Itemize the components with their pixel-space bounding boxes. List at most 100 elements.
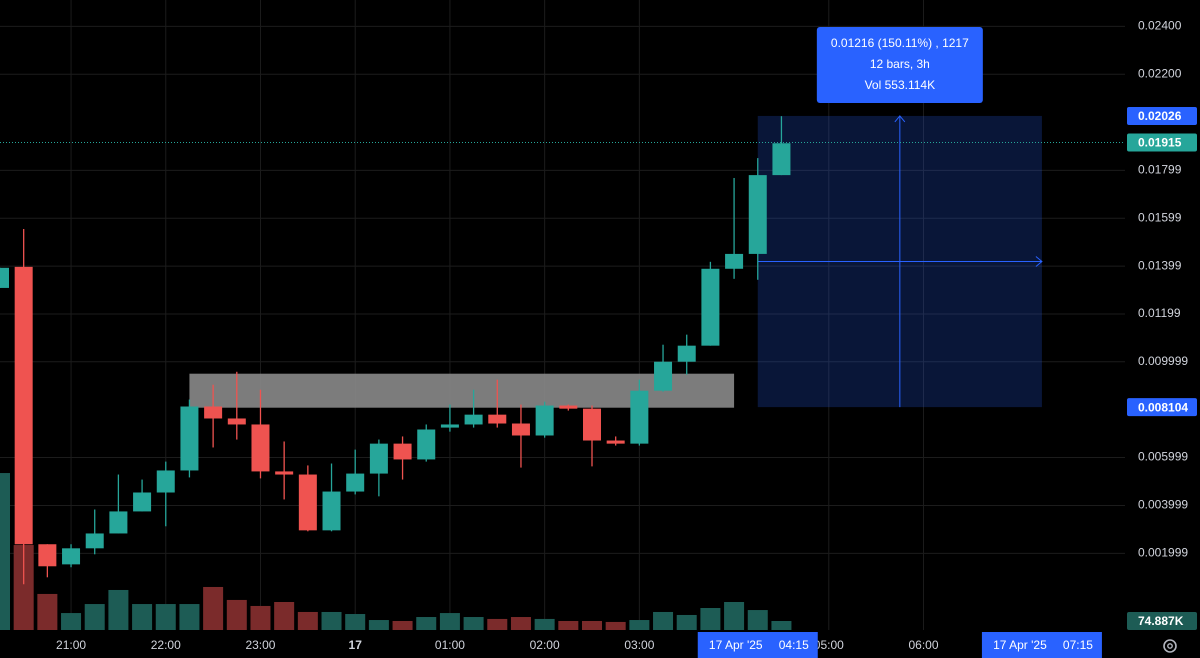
volume-bar — [724, 601, 745, 630]
candle-body — [654, 361, 673, 391]
candle-body — [393, 443, 412, 460]
candle-body — [0, 267, 9, 288]
y-tick-label: 0.001999 — [1138, 546, 1188, 560]
price-badge — [1127, 106, 1197, 125]
y-tick-label: 0.01199 — [1138, 306, 1181, 320]
x-tick-label: 05:00 — [814, 638, 844, 652]
volume-bar — [629, 620, 650, 630]
candle-body — [133, 492, 152, 512]
volume-bar — [700, 608, 721, 630]
candle-body — [322, 491, 341, 531]
volume-bar — [132, 604, 153, 630]
tooltip-line: 0.01216 (150.11%) , 1217 — [831, 36, 969, 50]
candle-body — [369, 443, 388, 474]
gear-hub — [1167, 643, 1173, 649]
price-badge-label: 0.01915 — [1138, 136, 1182, 150]
price-badge — [1127, 133, 1197, 152]
time-badge-date: 17 Apr '25 — [993, 638, 1047, 652]
tooltip-line: Vol 553.114K — [865, 78, 936, 92]
measure-arrow — [1035, 256, 1043, 267]
volume-bar — [61, 613, 82, 630]
volume-bar — [487, 618, 508, 630]
y-tick-label: 0.009999 — [1138, 354, 1188, 368]
candle-body — [748, 175, 767, 254]
volume-bar — [439, 613, 460, 630]
volume-bar — [108, 589, 129, 630]
volume-bar — [416, 617, 437, 630]
volume-bar — [250, 605, 271, 630]
candle-body — [14, 266, 33, 545]
y-tick-label: 0.003999 — [1138, 498, 1188, 512]
y-tick-label: 0.01799 — [1138, 162, 1182, 176]
x-tick-label: 06:00 — [909, 638, 939, 652]
candle-body — [204, 406, 223, 419]
candle-body — [464, 414, 483, 425]
candle-body — [677, 345, 696, 362]
volume-bar — [274, 601, 295, 630]
x-tick-label: 03:00 — [624, 638, 654, 652]
x-tick-label: 22:00 — [151, 638, 181, 652]
price-badge — [1127, 398, 1197, 417]
volume-bar — [155, 604, 176, 630]
x-tick-label: 02:00 — [530, 638, 560, 652]
candle-body — [38, 544, 57, 567]
x-tick-label: 17 — [349, 638, 363, 652]
candle-body — [583, 408, 601, 441]
volume-bar — [676, 614, 697, 630]
candle-body — [275, 471, 294, 475]
candle-body — [62, 548, 81, 565]
measure-tooltip — [816, 27, 983, 103]
candle-body — [346, 473, 365, 492]
volume-bar — [226, 599, 247, 630]
plot — [0, 0, 1125, 630]
y-tick-label: 0.01599 — [1138, 210, 1182, 224]
volume-bar — [345, 614, 366, 630]
volume-bar — [605, 621, 626, 630]
volume-bar — [37, 593, 58, 630]
settings-icon[interactable] — [1163, 639, 1177, 653]
time-badge-time: 07:15 — [1063, 638, 1093, 652]
volume-bar — [84, 604, 105, 630]
candle-body — [417, 429, 436, 460]
price-badge-label: 0.02026 — [1138, 109, 1182, 123]
time-badge — [697, 632, 818, 658]
gear-ring — [1163, 639, 1177, 653]
candle-body — [298, 474, 317, 531]
candle-body — [772, 143, 791, 176]
volume-bar — [13, 545, 34, 630]
volume-bar — [771, 620, 792, 630]
volume-bar — [582, 620, 602, 630]
candle-body — [85, 533, 104, 549]
volume-bar — [368, 620, 389, 630]
y-tick-label: 0.02400 — [1138, 19, 1182, 33]
candle-body — [440, 424, 459, 428]
y-tick-label: 0.005999 — [1138, 450, 1188, 464]
volume-bar — [203, 586, 224, 630]
volume-bar — [534, 618, 555, 630]
y-tick-label: 0.01399 — [1138, 258, 1182, 272]
x-tick-label: 01:00 — [435, 638, 465, 652]
candle-body — [109, 511, 128, 534]
candle-body — [606, 440, 625, 444]
time-badge-time: 04:15 — [779, 638, 809, 652]
volume-badge-label: 74.887K — [1138, 614, 1184, 628]
price-badge-label: 0.008104 — [1138, 400, 1188, 414]
candle-body — [559, 405, 578, 409]
volume-bar — [747, 610, 768, 630]
candle-body — [725, 253, 744, 269]
zone — [189, 373, 735, 408]
candle-body — [511, 423, 530, 436]
volume-bar — [321, 611, 342, 630]
volume-bar — [558, 620, 579, 630]
volume-bar — [653, 611, 674, 630]
candle-body — [180, 406, 199, 471]
volume-bar — [297, 611, 318, 630]
time-badge — [981, 632, 1102, 658]
x-tick-label: 23:00 — [245, 638, 275, 652]
volume-badge — [1127, 611, 1197, 630]
y-tick-label: 0.02200 — [1138, 66, 1182, 80]
candle-body — [227, 418, 246, 425]
measure-arrow — [894, 115, 906, 123]
